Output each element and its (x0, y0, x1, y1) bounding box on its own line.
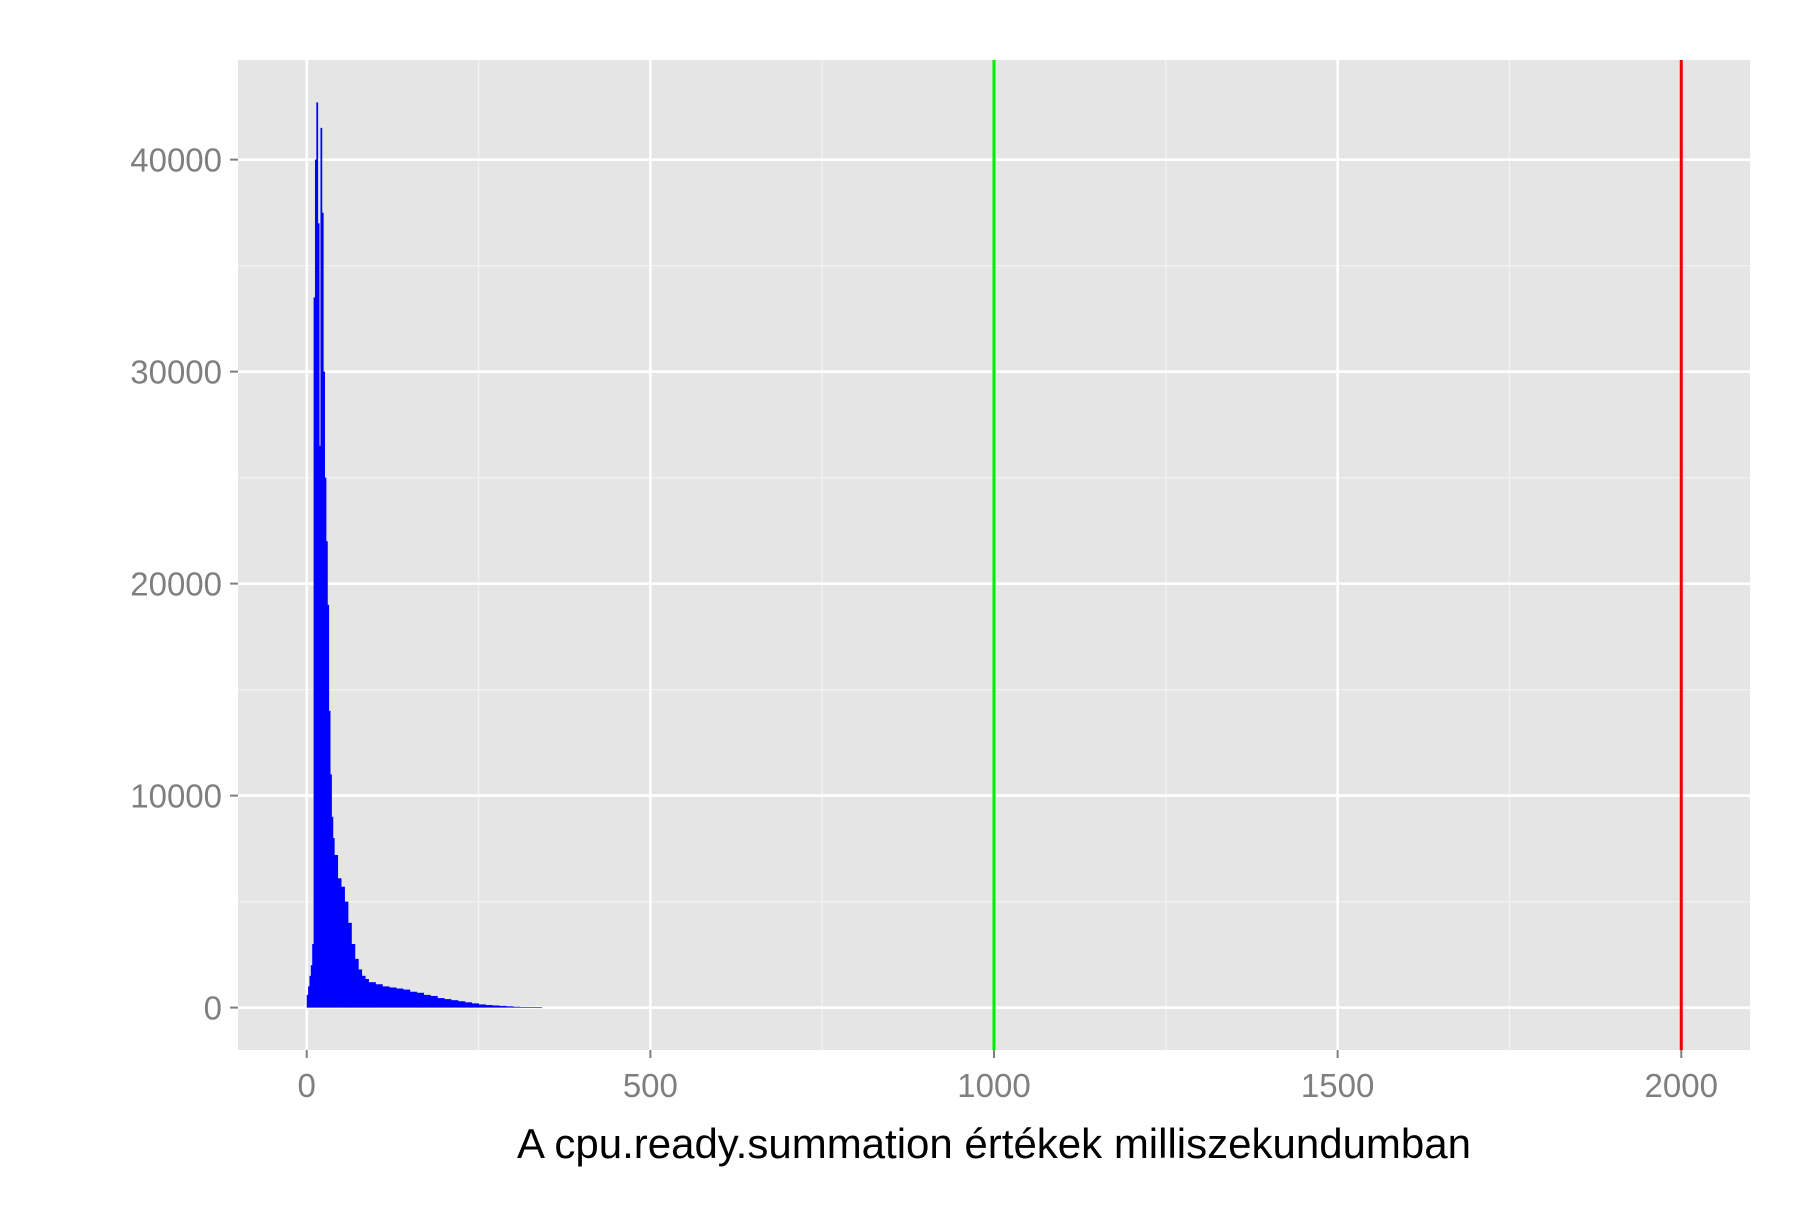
x-axis: 0 500 1000 1500 2000 (298, 1050, 1718, 1104)
histogram-bar (358, 969, 362, 1007)
y-tick-label: 20000 (130, 566, 222, 603)
histogram-bar (424, 995, 431, 1008)
histogram-bar (365, 979, 369, 1008)
histogram-bar (506, 1006, 513, 1007)
histogram-bar (410, 992, 417, 1008)
histogram-bar (465, 1002, 472, 1007)
histogram-bar (437, 998, 444, 1008)
y-axis: 0 10000 20000 30000 40000 (130, 142, 238, 1027)
histogram-bar (479, 1004, 486, 1007)
histogram-bar (485, 1005, 492, 1008)
histogram-bar (351, 944, 355, 1008)
histogram-bar (513, 1007, 520, 1008)
histogram-bar (417, 993, 424, 1008)
histogram-bar (341, 887, 345, 1008)
histogram-bar (396, 989, 403, 1008)
x-tick-label: 1500 (1301, 1067, 1374, 1104)
y-tick-label: 30000 (130, 354, 222, 391)
x-tick-label: 0 (298, 1067, 316, 1104)
histogram-bar (334, 855, 338, 1008)
y-tick-label: 40000 (130, 142, 222, 179)
histogram-bar (369, 982, 376, 1007)
histogram-bar (345, 902, 349, 1008)
x-tick-label: 1000 (957, 1067, 1030, 1104)
histogram-bar (540, 1007, 542, 1008)
histogram-bar (430, 996, 437, 1008)
histogram-bar (355, 959, 359, 1008)
x-tick-label: 2000 (1645, 1067, 1718, 1104)
histogram-bar (389, 987, 396, 1007)
histogram-bar (382, 986, 389, 1007)
y-tick-label: 0 (204, 990, 222, 1027)
histogram-bar (520, 1007, 527, 1008)
histogram-bar (403, 990, 410, 1008)
histogram-bar (348, 923, 352, 1008)
histogram-bar (499, 1006, 506, 1008)
histogram-bar (472, 1003, 479, 1007)
histogram-bar (451, 1000, 458, 1007)
histogram-bar (534, 1007, 541, 1008)
x-axis-title: A cpu.ready.summation értékek milliszeku… (517, 1120, 1471, 1167)
histogram-bar (492, 1005, 499, 1007)
histogram-bar (458, 1001, 465, 1007)
histogram-bar (338, 878, 342, 1007)
histogram-bar (527, 1007, 534, 1008)
histogram-bar (362, 976, 366, 1008)
histogram-bar (444, 999, 451, 1007)
x-tick-label: 500 (623, 1067, 678, 1104)
y-tick-label: 10000 (130, 778, 222, 815)
histogram-bar (375, 984, 382, 1007)
